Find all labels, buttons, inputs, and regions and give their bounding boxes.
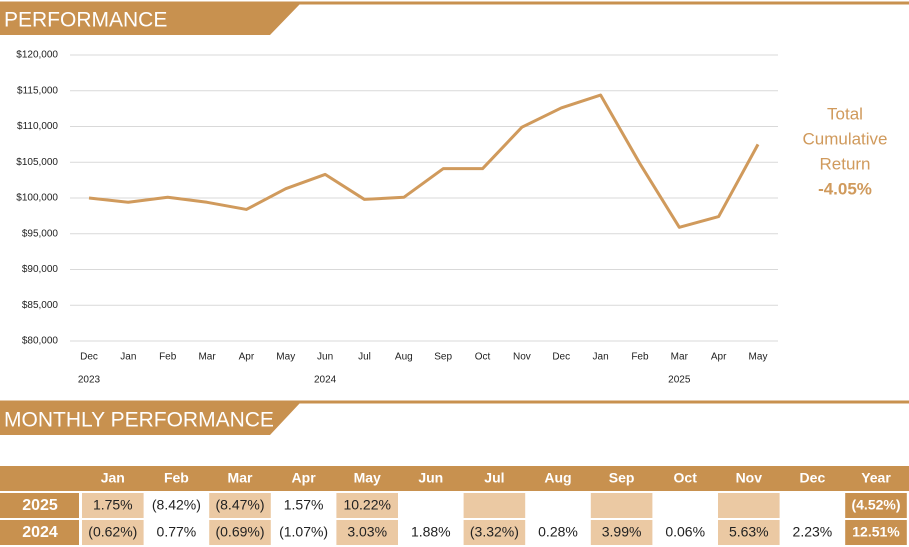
y-tick-label: $90,000 <box>22 264 59 275</box>
cell: 12.51% <box>852 524 900 540</box>
banner <box>0 403 300 435</box>
cell: (1.07%) <box>279 524 328 540</box>
cell-bg <box>845 493 907 518</box>
cell-bg <box>336 493 398 518</box>
cell: 0.77% <box>157 524 197 540</box>
annotation-value: -4.05% <box>818 179 872 198</box>
row-header-bg <box>0 520 79 545</box>
column-header: Dec <box>800 470 826 486</box>
cell-bg <box>463 520 526 545</box>
column-header: Oct <box>674 470 698 486</box>
y-tick-label: $120,000 <box>16 50 58 61</box>
cell-bg <box>590 493 653 518</box>
x-tick-label: Feb <box>159 352 177 363</box>
column-header: Feb <box>164 470 189 486</box>
cell-bg <box>845 520 907 545</box>
cell-bg <box>718 493 780 518</box>
cell-bg <box>209 493 271 518</box>
column-header: Aug <box>544 470 571 486</box>
x-tick-label: Nov <box>513 352 531 363</box>
cell: (8.42%) <box>152 497 201 513</box>
cell: 3.99% <box>602 524 642 540</box>
column-header: Mar <box>228 470 253 486</box>
y-tick-label: $110,000 <box>17 121 58 132</box>
cell: 0.06% <box>665 524 705 540</box>
cell: (4.52%) <box>851 497 900 513</box>
row-header-bg <box>0 493 79 518</box>
line-series <box>88 93 760 229</box>
y-tick-label: $105,000 <box>16 157 58 168</box>
y-tick-label: $80,000 <box>22 336 59 347</box>
x-group-label: 2023 <box>78 375 101 386</box>
cell: (8.47%) <box>215 497 264 513</box>
column-header: Nov <box>736 470 763 486</box>
x-tick-label: Mar <box>198 352 216 363</box>
cell: 3.03% <box>347 524 387 540</box>
x-tick-label: Feb <box>631 352 649 363</box>
cell: (0.69%) <box>215 524 264 540</box>
cell-bg <box>336 520 398 545</box>
cell: 2.23% <box>793 524 833 540</box>
x-group-label: 2024 <box>314 375 337 386</box>
x-tick-label: Oct <box>475 352 491 363</box>
column-header: Sep <box>609 470 635 486</box>
cell-bg <box>718 520 780 545</box>
row-header: 2025 <box>22 497 58 514</box>
cell: 1.75% <box>93 497 133 513</box>
x-tick-label: Dec <box>552 352 570 363</box>
x-tick-label: Apr <box>711 352 727 363</box>
cell-bg <box>209 520 271 545</box>
x-tick-label: Jun <box>317 352 333 363</box>
cell: 1.57% <box>284 497 324 513</box>
cell: (0.62%) <box>88 524 137 540</box>
annotation: Total <box>827 104 863 123</box>
banner <box>0 4 300 35</box>
x-tick-label: Apr <box>239 352 255 363</box>
x-tick-label: Jan <box>120 352 136 363</box>
row-header: 2024 <box>22 524 58 541</box>
y-tick-label: $85,000 <box>22 300 59 311</box>
cell-bg <box>82 520 144 545</box>
x-tick-label: May <box>276 352 295 363</box>
column-header: May <box>354 470 381 486</box>
x-tick-label: Jan <box>593 352 609 363</box>
cell: 5.63% <box>729 524 769 540</box>
annotation: Cumulative <box>802 129 887 148</box>
x-tick-label: Aug <box>395 352 413 363</box>
cell: 0.28% <box>538 524 578 540</box>
column-header: Jan <box>101 470 125 486</box>
column-header: Jul <box>484 470 504 486</box>
table-header-bg <box>0 466 909 491</box>
section-title: MONTHLY PERFORMANCE <box>4 409 274 432</box>
section-title: PERFORMANCE <box>4 9 167 32</box>
annotation: Return <box>819 154 870 173</box>
x-tick-label: Sep <box>434 352 452 363</box>
x-tick-label: Dec <box>80 352 98 363</box>
column-header: Apr <box>292 470 317 486</box>
column-header: Jun <box>418 470 443 486</box>
cell: 10.22% <box>343 497 390 513</box>
cell-bg <box>463 493 526 518</box>
x-group-label: 2025 <box>668 375 691 386</box>
cell: (3.32%) <box>470 524 519 540</box>
x-tick-label: May <box>749 352 768 363</box>
x-tick-label: Jul <box>358 352 371 363</box>
column-header: Year <box>861 470 891 486</box>
x-tick-label: Mar <box>671 352 689 363</box>
cell-bg <box>590 520 653 545</box>
y-tick-label: $100,000 <box>16 193 58 204</box>
cell-bg <box>82 493 144 518</box>
y-tick-label: $95,000 <box>22 228 59 239</box>
y-tick-label: $115,000 <box>17 85 58 96</box>
cell: 1.88% <box>411 524 451 540</box>
